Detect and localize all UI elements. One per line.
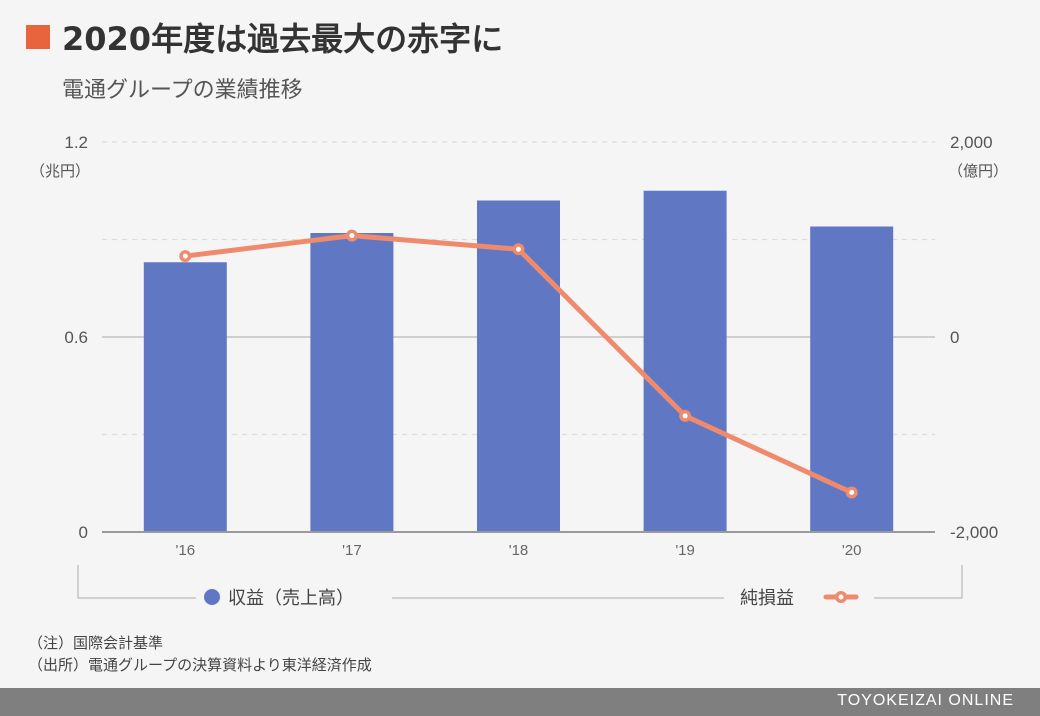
legend-line-marker-center: [838, 594, 844, 600]
footer-brand: TOYOKEIZAI ONLINE: [837, 692, 1014, 709]
net-income-point-center-2: [516, 246, 521, 252]
bar-0: [143, 262, 227, 532]
net-income-point-center-1: [349, 233, 355, 239]
note-text: （注）国際会計基準: [28, 634, 164, 652]
left-tick-label: 0.6: [64, 328, 88, 347]
page-title: 2020年度は過去最大の赤字に: [62, 20, 504, 58]
title-marker: [26, 25, 50, 49]
bar-2: [477, 200, 560, 532]
chart: '16 '17 '18 '19 '20 0 0.6 1.2 （兆円） -2,000 0 2,000 （億…: [30, 133, 1009, 612]
x-tick-label: '20: [842, 542, 862, 559]
net-income-point-center-3: [682, 413, 688, 419]
right-tick-label: -2,000: [950, 523, 998, 542]
legend-bar-backdrop: [196, 582, 392, 612]
x-tick-label: '16: [176, 542, 196, 559]
footer-bar: TOYOKEIZAI ONLINE: [0, 688, 1040, 716]
page-subtitle: 電通グループの業績推移: [62, 78, 303, 103]
notes: （注）国際会計基準 （出所）電通グループの決算資料より東洋経済作成: [28, 632, 372, 676]
left-tick-label: 1.2: [64, 133, 88, 152]
bar-3: [643, 190, 727, 532]
right-tick-label: 2,000: [950, 133, 993, 152]
net-income-point-center-4: [849, 490, 855, 496]
legend-bar-label: 収益（売上高）: [228, 588, 354, 609]
legend-line-label: 純損益: [740, 588, 794, 609]
left-tick-label: 0: [79, 523, 88, 542]
x-tick-label: '18: [509, 542, 529, 559]
x-tick-label: '17: [342, 542, 362, 559]
legend-bracket: [77, 565, 963, 599]
net-income-point-center-0: [182, 253, 188, 259]
legend-bar-swatch: [204, 589, 220, 605]
left-axis-unit: （兆円）: [30, 162, 90, 180]
bar-4: [810, 226, 894, 532]
source-text: （出所）電通グループの決算資料より東洋経済作成: [28, 656, 372, 674]
bar-1: [310, 233, 394, 532]
x-tick-label: '19: [675, 542, 695, 559]
right-tick-label: 0: [950, 328, 959, 347]
right-axis-unit: （億円）: [948, 162, 1008, 180]
